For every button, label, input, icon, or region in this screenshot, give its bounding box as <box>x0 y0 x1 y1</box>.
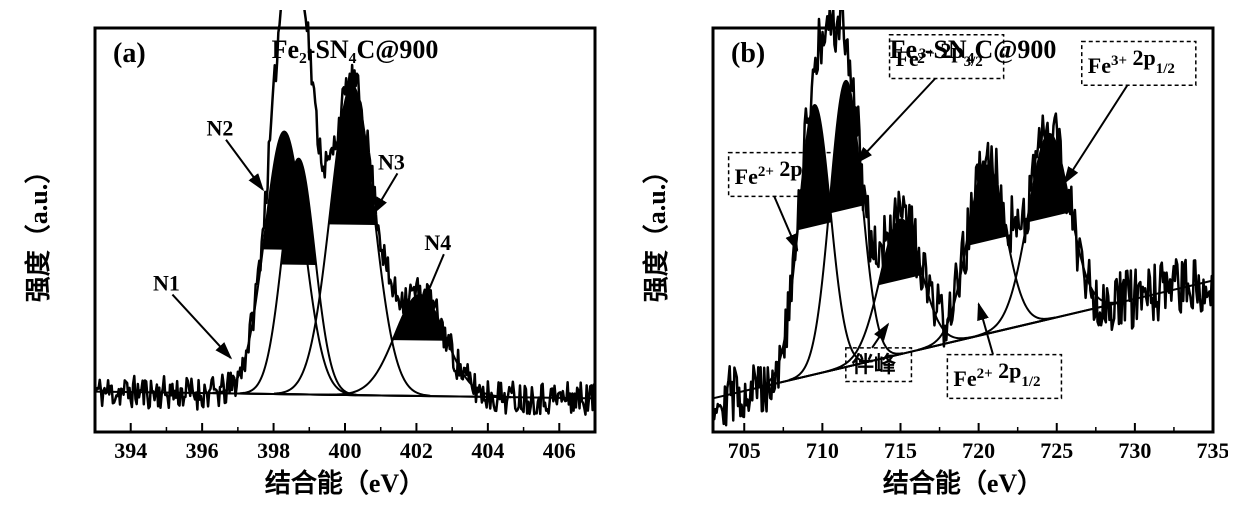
annotation-arrow <box>1065 85 1128 183</box>
xtick-label: 402 <box>400 438 433 463</box>
xtick-label: 406 <box>543 438 576 463</box>
xtick-label: 725 <box>1040 438 1073 463</box>
xtick-label: 398 <box>257 438 290 463</box>
panel-a: 394 396 398 400 402 404 406 结合能（eV） 强度（a.u.） (a) F… <box>10 10 610 510</box>
xtick-label: 735 <box>1197 438 1229 463</box>
chart-b: 705 710 715 720 725 730 735 结合能（eV） 强度（a.u.） (b) F… <box>628 10 1228 510</box>
chart-a: 394 396 398 400 402 404 406 结合能（eV） 强度（a.u.） (a) F… <box>10 10 610 510</box>
xtick-label: 400 <box>329 438 362 463</box>
annotation-label: Fe3+ 2p1/2 <box>1088 45 1175 78</box>
xtick-label: 404 <box>471 438 504 463</box>
panel-tag: (a) <box>113 38 146 69</box>
xtick-label: 730 <box>1118 438 1151 463</box>
y-axis-title: 强度（a.u.） <box>641 158 671 302</box>
x-axis-title: 结合能（eV） <box>883 468 1043 498</box>
xtick-label: 705 <box>728 438 761 463</box>
panel-tag: (b) <box>731 38 765 69</box>
xtick-label: 715 <box>884 438 917 463</box>
x-axis-title: 结合能（eV） <box>265 468 425 498</box>
xtick-label: 394 <box>114 438 147 463</box>
annotation-label: N1 <box>153 271 180 296</box>
annotation-label: N2 <box>207 116 234 141</box>
annotation-arrow <box>774 196 797 250</box>
y-axis-title: 强度（a.u.） <box>23 158 53 302</box>
panel-b: 705 710 715 720 725 730 735 结合能（eV） 强度（a.u.） (b) F… <box>628 10 1228 510</box>
xtick-label: 710 <box>806 438 839 463</box>
annotation-label: N4 <box>424 230 451 255</box>
annotation-arrow <box>872 324 888 348</box>
annotation-arrow <box>374 173 398 213</box>
annotation-label: 伴峰 <box>851 352 897 377</box>
annotation-arrow <box>226 140 263 190</box>
xtick-label: 396 <box>186 438 219 463</box>
annotation-arrow <box>857 79 935 163</box>
annotation-label: N3 <box>378 149 405 174</box>
panel-title: Fe₂-SN₄C@900 <box>272 35 439 64</box>
raw-spectrum <box>713 10 1213 425</box>
annotation-label: Fe2+ 2p1/2 <box>953 358 1040 391</box>
annotation-arrow <box>172 295 230 358</box>
xtick-label: 720 <box>962 438 995 463</box>
